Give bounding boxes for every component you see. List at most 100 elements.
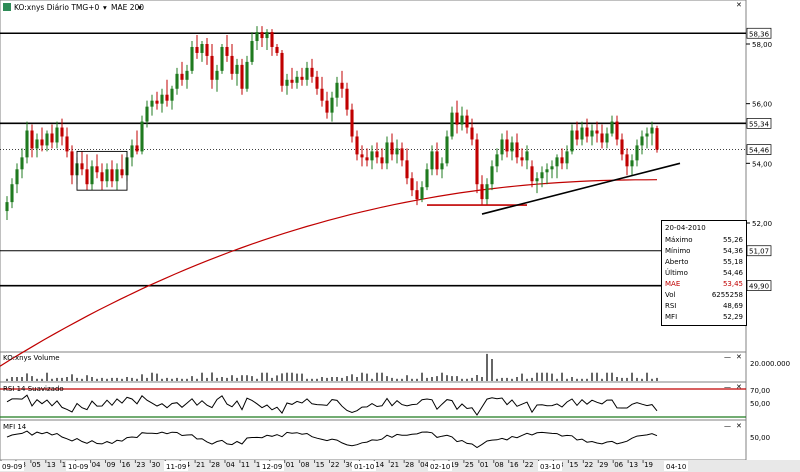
volume-bar bbox=[271, 377, 273, 381]
volume-bar bbox=[651, 378, 653, 381]
candle-body bbox=[520, 157, 524, 161]
candle-body bbox=[170, 88, 174, 101]
volume-bar bbox=[621, 377, 623, 381]
candle-body bbox=[535, 178, 539, 182]
volume-panel-label: KO:xnys Volume bbox=[3, 354, 60, 362]
volume-bar bbox=[341, 377, 343, 381]
candle-body bbox=[400, 148, 404, 161]
volume-bar bbox=[381, 372, 383, 381]
annotations bbox=[76, 150, 681, 215]
volume-bar bbox=[586, 378, 588, 381]
volume-bar bbox=[336, 377, 338, 381]
volume-bar bbox=[61, 377, 63, 381]
volume-bar bbox=[366, 373, 368, 381]
candle-body bbox=[60, 127, 64, 137]
candle-body bbox=[70, 151, 74, 176]
y-tick-label-2: 54,00 bbox=[752, 160, 772, 168]
volume-bar bbox=[346, 376, 348, 381]
volume-bar bbox=[171, 378, 173, 381]
candle-body bbox=[655, 128, 659, 150]
candle-body bbox=[615, 121, 619, 140]
volume-close-icon[interactable]: ✕ bbox=[736, 353, 742, 361]
volume-bar bbox=[391, 377, 393, 381]
candle-body bbox=[430, 151, 434, 170]
volume-bar bbox=[476, 375, 478, 381]
mfi-minimize-icon[interactable]: — bbox=[724, 422, 731, 430]
volume-bar bbox=[301, 373, 303, 381]
volume-bar bbox=[6, 378, 8, 381]
volume-bar bbox=[216, 377, 218, 381]
candle-body bbox=[590, 130, 594, 137]
candle-body bbox=[300, 76, 304, 80]
volume-bar bbox=[436, 376, 438, 381]
x-day-label: 23 bbox=[136, 461, 145, 469]
symbol-label[interactable]: KO:xnys Diário TMG+0 bbox=[14, 3, 99, 12]
candle-body bbox=[210, 55, 214, 80]
rsi-close-icon[interactable]: ✕ bbox=[736, 383, 742, 391]
volume-bar bbox=[496, 378, 498, 381]
mfi-close-icon[interactable]: ✕ bbox=[736, 422, 742, 430]
volume-minimize-icon[interactable]: — bbox=[724, 353, 731, 361]
candle-body bbox=[325, 100, 329, 113]
candle-body bbox=[40, 139, 44, 146]
candle-body bbox=[330, 97, 334, 113]
candle-body bbox=[310, 67, 314, 77]
volume-bar bbox=[506, 377, 508, 381]
mae-chevron-icon[interactable]: ▾ bbox=[138, 3, 142, 12]
x-day-label: 29 bbox=[599, 461, 608, 469]
volume-bar bbox=[591, 372, 593, 381]
candle-body bbox=[280, 52, 284, 86]
candle-body bbox=[185, 70, 189, 80]
dropdown-chevron-icon[interactable]: ▾ bbox=[103, 3, 107, 12]
volume-bar bbox=[66, 377, 68, 381]
volume-bar bbox=[156, 373, 158, 381]
volume-bar bbox=[311, 378, 313, 381]
x-day-label: 30 bbox=[151, 461, 160, 469]
x-month-box bbox=[0, 461, 24, 471]
candle-body bbox=[475, 139, 479, 185]
volume-bar bbox=[321, 377, 323, 381]
mfi-line bbox=[6, 430, 658, 449]
candle-body bbox=[335, 82, 339, 98]
volume-bar bbox=[266, 372, 268, 381]
volume-bar bbox=[261, 372, 263, 381]
candle-body bbox=[405, 160, 409, 179]
volume-bar bbox=[446, 375, 448, 381]
candle-body bbox=[30, 130, 34, 149]
volume-bar bbox=[51, 378, 53, 381]
volume-bar bbox=[31, 376, 33, 381]
candle-body bbox=[410, 178, 414, 191]
volume-bar bbox=[386, 376, 388, 381]
volume-bar bbox=[196, 378, 198, 381]
x-day-label: 19 bbox=[450, 461, 459, 469]
candle-body bbox=[595, 130, 599, 134]
volume-bar bbox=[641, 378, 643, 381]
mae-label[interactable]: MAE 200 bbox=[111, 3, 144, 12]
x-axis: 2128051319270409162330071421280411182501… bbox=[0, 460, 688, 471]
candle-body bbox=[630, 160, 634, 167]
volume-bar bbox=[106, 378, 108, 381]
rsi-minimize-icon[interactable]: — bbox=[724, 383, 731, 391]
info-row-last: Último 54,46 bbox=[665, 269, 743, 277]
candle-body bbox=[435, 151, 439, 170]
candle-body bbox=[95, 166, 99, 173]
volume-bar bbox=[41, 378, 43, 381]
x-day-label: 06 bbox=[614, 461, 623, 469]
volume-bar bbox=[316, 378, 318, 381]
candle-body bbox=[250, 41, 254, 62]
chart-close-icon[interactable]: ✕ bbox=[736, 1, 742, 9]
candle-body bbox=[355, 136, 359, 155]
x-day-label: 21 bbox=[390, 461, 399, 469]
candle-body bbox=[490, 166, 494, 185]
volume-bar bbox=[26, 373, 28, 381]
volume-bar bbox=[91, 377, 93, 381]
volume-bar bbox=[531, 377, 533, 381]
volume-bar bbox=[431, 377, 433, 381]
x-day-label: 30 bbox=[345, 461, 354, 469]
info-row-min: Mínimo 54,36 bbox=[665, 247, 743, 255]
price-label-box-2 bbox=[746, 245, 772, 257]
volume-bar bbox=[461, 378, 463, 381]
candle-body bbox=[645, 133, 649, 137]
volume-bar bbox=[331, 377, 333, 381]
